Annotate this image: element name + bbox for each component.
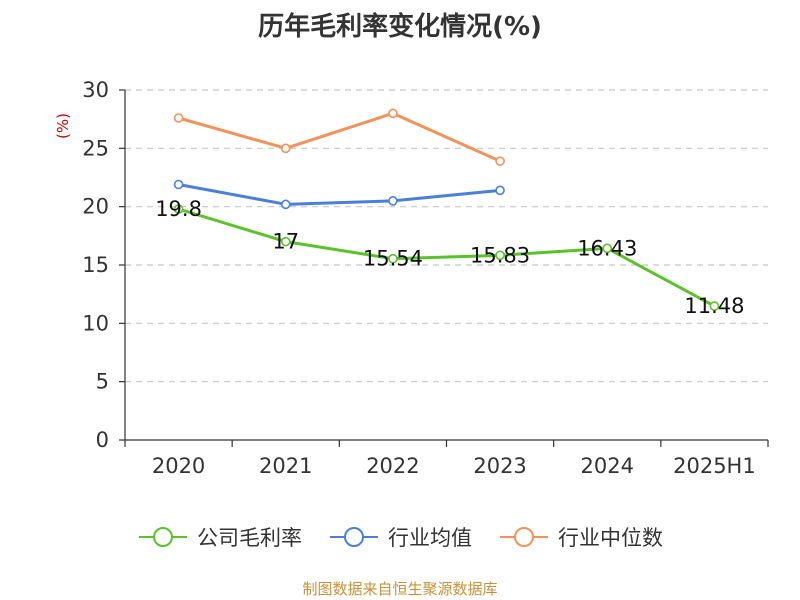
legend-item[interactable]: 行业均值 [328, 522, 472, 552]
legend-marker-icon [330, 527, 378, 547]
data-point [602, 243, 613, 254]
grid-lines [125, 89, 768, 383]
data-point [173, 113, 184, 123]
x-tick-label: 2025H1 [673, 454, 756, 478]
data-point [388, 253, 398, 264]
legend-item[interactable]: 行业中位数 [498, 522, 663, 552]
series-line [178, 207, 716, 308]
x-tick-label: 2022 [366, 454, 419, 478]
data-point [709, 301, 720, 311]
data-point [495, 156, 505, 166]
y-tick-label: 20 [82, 195, 109, 219]
x-tick-label: 2020 [152, 454, 205, 478]
series-line [178, 111, 501, 163]
x-tick-label: 2024 [581, 454, 634, 478]
data-point [173, 179, 184, 190]
data-point [280, 199, 291, 210]
series-lines [173, 108, 720, 311]
data-point [280, 236, 291, 247]
chart-title: 历年毛利率变化情况(%) [258, 12, 542, 42]
series-line [178, 183, 501, 206]
data-point [173, 204, 184, 214]
x-tick-label: 2023 [473, 454, 526, 478]
legend-marker-icon [500, 527, 548, 547]
data-label: 17 [272, 230, 299, 254]
data-label: 16.43 [577, 236, 637, 260]
data-label: 15.54 [363, 247, 423, 271]
data-label: 15.83 [470, 243, 530, 267]
legend-label: 行业中位数 [558, 526, 663, 550]
y-tick-label: 25 [82, 136, 109, 160]
y-tick-label: 15 [82, 253, 109, 277]
data-labels: 19.8 17 15.54 15.83 16.43 11.48 [155, 197, 744, 318]
data-point [495, 250, 505, 261]
y-tick-label: 0 [96, 428, 109, 452]
data-point [280, 143, 291, 154]
y-tick-label: 30 [82, 78, 109, 102]
legend-marker-icon [139, 527, 187, 547]
legend-label: 公司毛利率 [197, 526, 302, 550]
y-tick-label: 10 [82, 311, 109, 335]
x-tick-label: 2021 [259, 454, 312, 478]
data-label: 19.8 [155, 197, 202, 221]
legend-item[interactable]: 公司毛利率 [137, 522, 302, 552]
legend-label: 行业均值 [388, 526, 472, 550]
data-point [495, 185, 505, 196]
data-point [388, 108, 398, 119]
axes: 0 5 10 15 20 25 30 2020 2021 2022 2023 2024 2025H1 (%… [54, 78, 769, 478]
y-tick-label: 5 [96, 370, 109, 394]
data-point [388, 196, 398, 206]
legend: 公司毛利率 行业均值 行业中位数 [0, 520, 800, 554]
data-label: 11.48 [684, 294, 744, 318]
y-axis-label: (%) [54, 113, 72, 139]
source-note: 制图数据来自恒生聚源数据库 [302, 580, 498, 598]
